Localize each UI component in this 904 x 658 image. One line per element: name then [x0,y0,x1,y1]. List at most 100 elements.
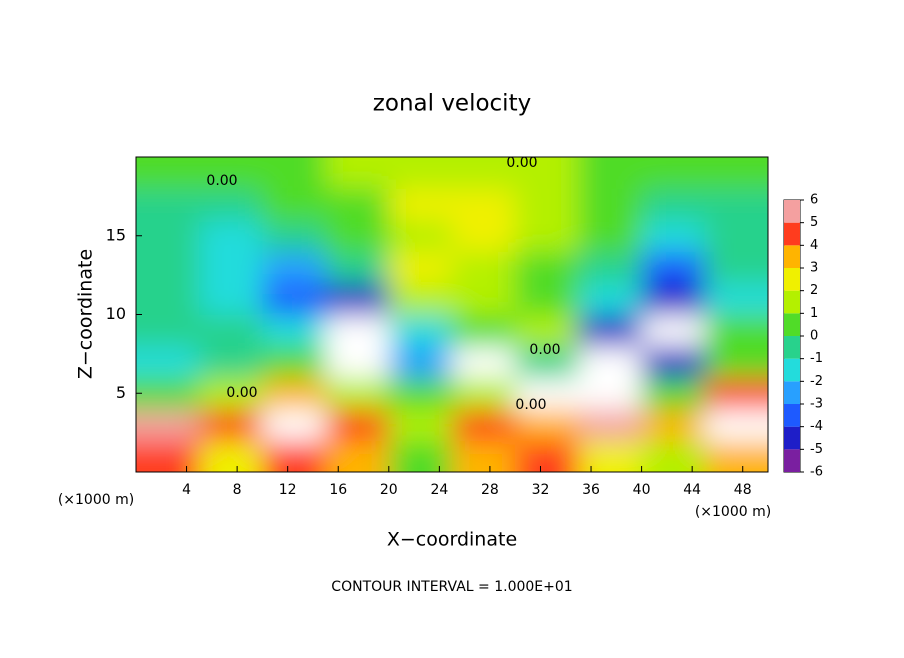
colorbar-tick-label: -6 [810,465,823,480]
cell [704,440,768,472]
cell [578,440,643,472]
colorbar-band [784,290,800,314]
cell [515,440,579,472]
cell [641,157,706,189]
x-tick-label: 28 [481,482,499,498]
colorbar-band [784,222,800,246]
colorbar-band [784,336,800,359]
x-unit-label: (×1000 m) [58,492,134,508]
cell [515,157,579,189]
y-tick-label: 5 [116,383,126,402]
cell [199,409,263,441]
colorbar-band [784,268,800,291]
cell [136,283,200,315]
cell [578,283,643,315]
colorbar-band [784,426,800,450]
colorbar-tick-label: -1 [810,351,823,366]
contour-label: 0.00 [515,397,546,413]
colorbar-tick-label: 5 [810,215,818,230]
colorbar-tick-label: 2 [810,283,818,298]
cell [452,409,516,441]
cell [704,283,768,315]
cell [452,440,516,472]
cell [452,314,516,347]
cell [388,188,453,221]
cell [578,346,643,378]
cell [515,314,579,347]
x-tick-label: 16 [329,482,347,498]
cell [515,409,579,441]
cell [704,251,768,284]
colorbar-tick-label: 1 [810,306,818,321]
colorbar-band [784,404,800,427]
colorbar-tick-label: -5 [810,442,823,457]
cell [136,409,200,441]
cell [578,251,643,284]
cell [452,251,516,284]
cell [641,409,706,441]
cell [199,251,263,284]
cell [388,377,453,410]
cell [136,440,200,472]
x-tick-label: 24 [430,482,448,498]
x-axis-label: X−coordinate [387,529,517,551]
cell [641,283,706,315]
y-axis-label: Z−coordinate [75,249,97,379]
cell [515,220,579,252]
cell [515,346,579,378]
y-tick-label: 10 [106,304,126,323]
cell [325,314,390,347]
cell [641,377,706,410]
x-tick-label: 32 [532,482,550,498]
colorbar-band [784,449,800,472]
field [136,157,768,472]
colorbar-tick-label: -3 [810,397,823,412]
contour-label: 0.00 [529,342,560,358]
contour-label: 0.00 [506,155,537,171]
y-tick-label: 15 [106,225,126,244]
cell [199,157,263,189]
cell [388,220,453,252]
x-tick-label: 36 [582,482,600,498]
cell [578,377,643,410]
cell [199,220,263,252]
cell [262,377,327,410]
cell [262,409,327,441]
colorbar-tick-label: -4 [810,419,823,434]
cell [578,188,643,221]
cell [262,157,327,189]
cell [262,220,327,252]
cell [136,314,200,347]
x-tick-label: 12 [279,482,297,498]
cell [325,220,390,252]
contour-label: 0.00 [206,173,237,189]
chart-title: zonal velocity [373,91,531,117]
cell [388,251,453,284]
colorbar-band [784,245,800,268]
x-tick-label: 8 [233,482,242,498]
cell [136,220,200,252]
colorbar-tick-label: 3 [810,261,818,276]
cell [388,283,453,315]
cell [641,220,706,252]
cell [578,220,643,252]
cell [388,409,453,441]
cell [641,440,706,472]
cell [452,377,516,410]
cell [325,377,390,410]
colorbar-band [784,358,800,382]
cell [515,377,579,410]
cell [325,409,390,441]
contour-label: 0.00 [226,385,257,401]
cell [704,377,768,410]
cell [136,157,200,189]
cell [578,157,643,189]
colorbar-band [784,200,800,223]
colorbar-tick-label: 6 [810,193,818,208]
colorbar-tick-label: -2 [810,374,823,389]
cell [515,283,579,315]
x-tick-label: 20 [380,482,398,498]
cell [704,409,768,441]
cell [704,314,768,347]
